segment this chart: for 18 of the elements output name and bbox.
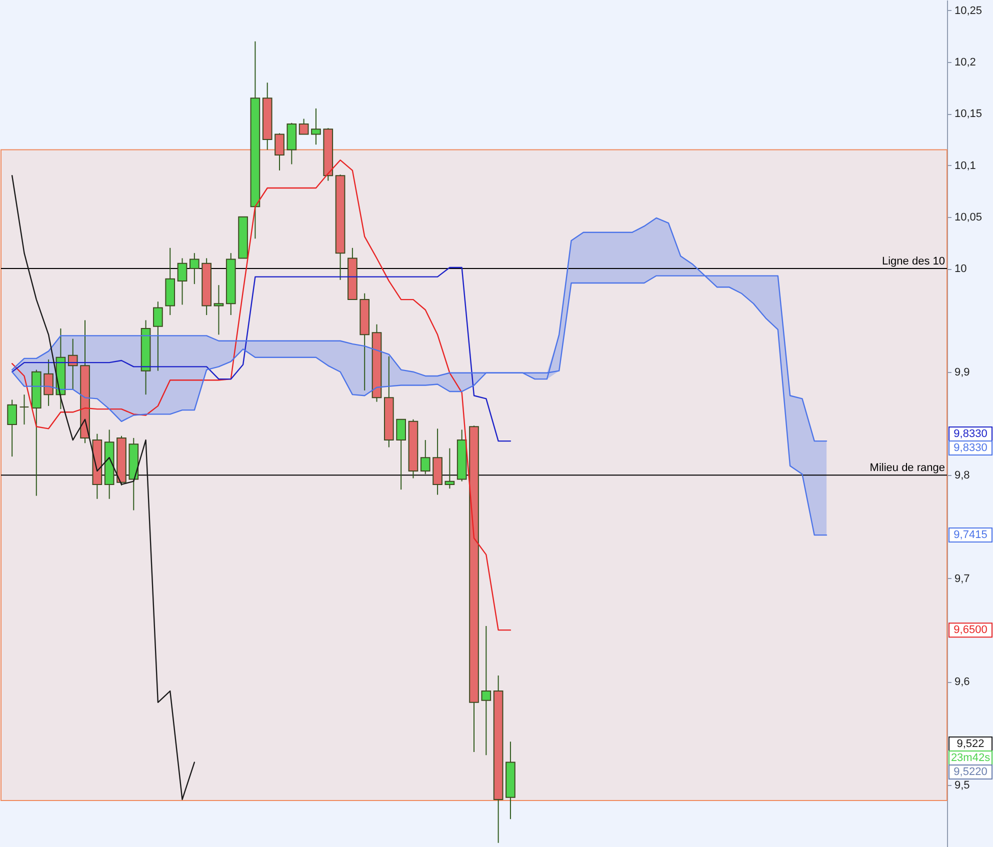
candlestick bbox=[19, 394, 30, 426]
candlestick bbox=[274, 132, 284, 171]
line-series bbox=[11, 175, 196, 800]
candlestick bbox=[481, 625, 492, 756]
line-series bbox=[11, 160, 512, 631]
candlestick bbox=[44, 358, 54, 406]
candlestick bbox=[396, 418, 406, 490]
candlestick bbox=[68, 338, 78, 390]
candlestick bbox=[177, 258, 188, 306]
candlestick bbox=[153, 301, 163, 372]
candlestick bbox=[189, 252, 200, 285]
candlestick bbox=[420, 440, 430, 475]
candlestick bbox=[298, 118, 309, 135]
candlestick bbox=[7, 399, 17, 458]
candlestick bbox=[214, 284, 224, 336]
candlestick bbox=[311, 108, 321, 146]
line-series bbox=[11, 266, 512, 442]
candlestick bbox=[444, 448, 455, 490]
